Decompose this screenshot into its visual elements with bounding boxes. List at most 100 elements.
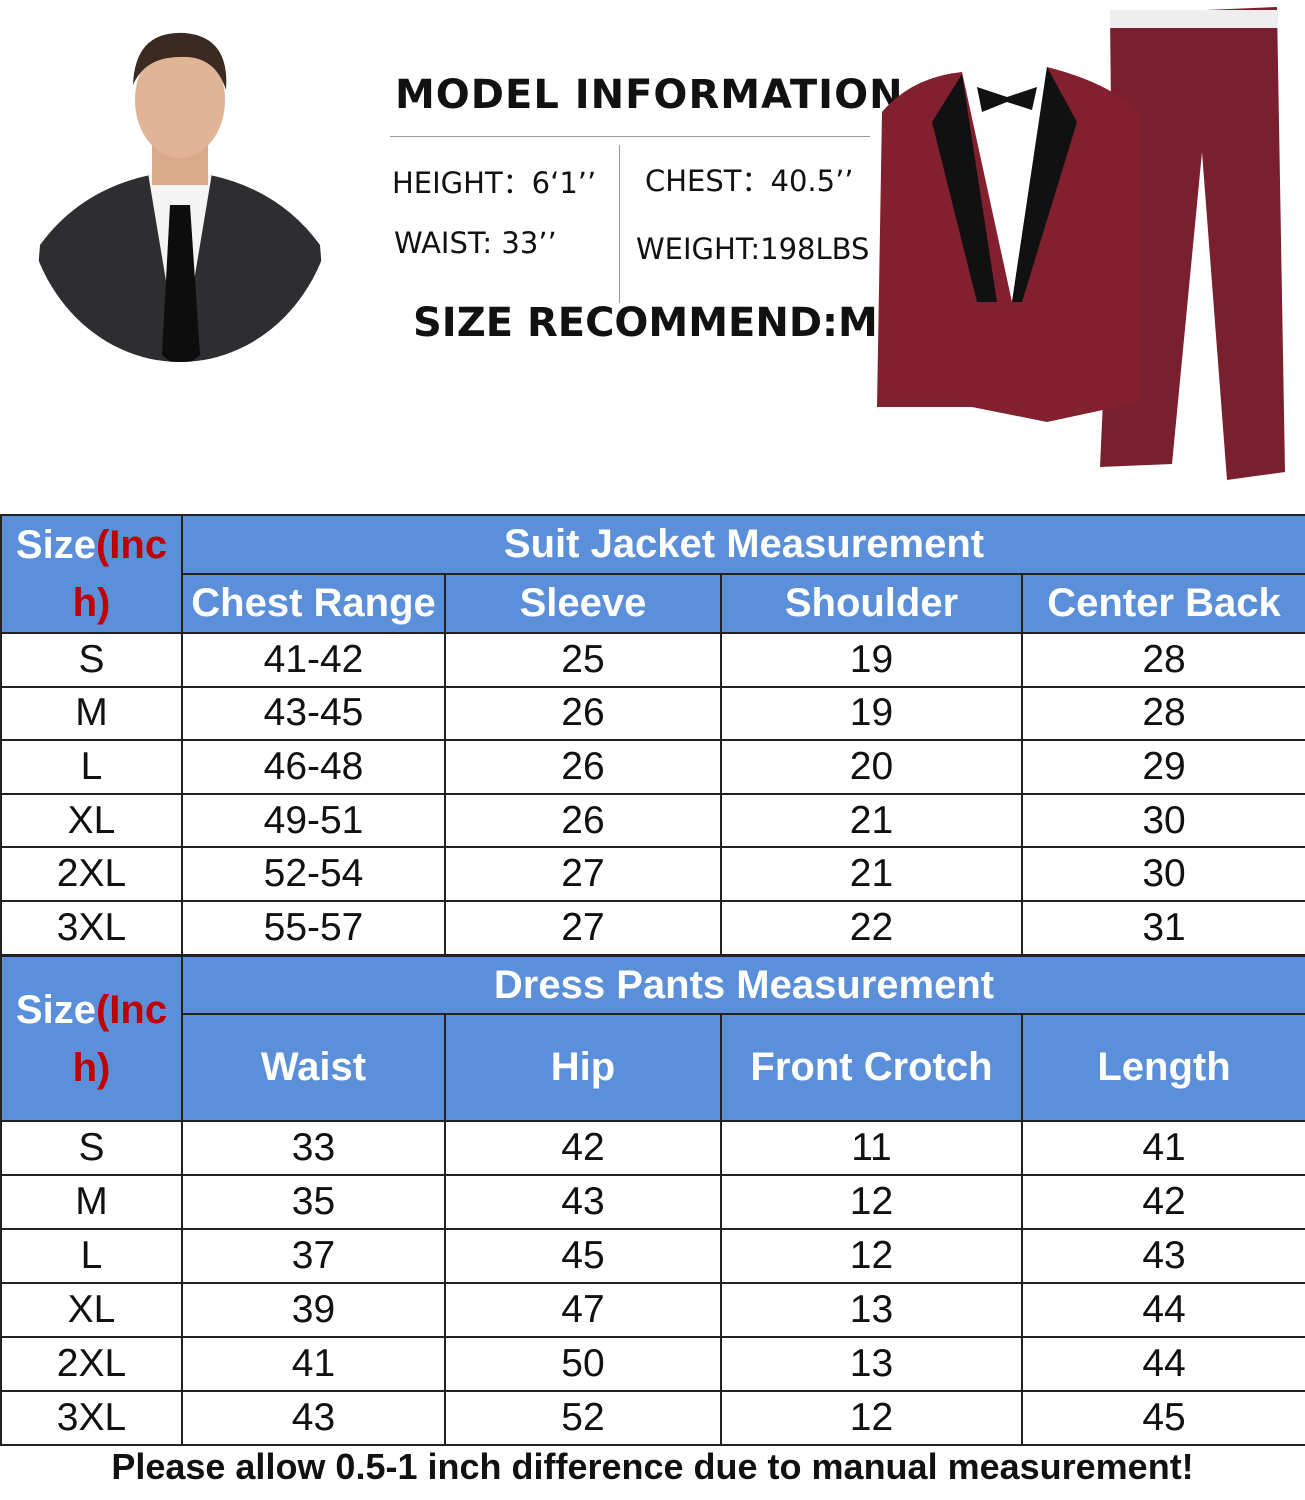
weight: WEIGHT:198LBS — [636, 232, 870, 266]
cell: 2XL — [0, 1336, 183, 1392]
cell: 28 — [1020, 685, 1305, 742]
cell: 3XL — [0, 899, 183, 956]
data-row: XL 39 47 13 44 — [0, 1282, 1305, 1338]
cell: 26 — [444, 685, 722, 742]
data-row: 2XL 52-54 27 21 30 — [0, 846, 1305, 902]
cell: 30 — [1020, 792, 1305, 849]
data-row: S 41-42 25 19 28 — [0, 632, 1305, 688]
cell: 50 — [444, 1336, 722, 1392]
cell: 30 — [1020, 846, 1305, 902]
cell: 12 — [720, 1174, 1023, 1230]
cell: 21 — [720, 792, 1023, 849]
cell: L — [0, 1228, 183, 1284]
cell: 27 — [444, 899, 722, 956]
footer-note: Please allow 0.5-1 inch difference due t… — [111, 1446, 1194, 1487]
info-title: MODEL INFORMATION — [395, 72, 904, 118]
suit-photo — [877, 7, 1285, 480]
cell: 2XL — [0, 846, 183, 902]
cell: 41 — [1020, 1120, 1305, 1176]
column-header: Length — [1020, 1013, 1305, 1122]
cell: XL — [0, 792, 183, 849]
cell: 11 — [720, 1120, 1023, 1176]
cell: 41-42 — [181, 632, 446, 688]
cell: 43 — [181, 1390, 446, 1446]
column-header: Front Crotch — [720, 1013, 1023, 1122]
chest: CHEST：40.5’’ — [645, 164, 854, 198]
data-row: S 33 42 11 41 — [0, 1120, 1305, 1176]
cell: 37 — [181, 1228, 446, 1284]
cell: 31 — [1020, 899, 1305, 956]
header-row: Chest Range Sleeve Shoulder Center Back — [1, 573, 1305, 634]
cell: M — [0, 1174, 183, 1230]
cell: 33 — [181, 1120, 446, 1176]
cell: 55-57 — [181, 899, 446, 956]
data-row: L 46-48 26 20 29 — [0, 739, 1305, 795]
size-header: Size(Inch) — [0, 514, 183, 634]
data-row: M 35 43 12 42 — [0, 1174, 1305, 1230]
cell: 47 — [444, 1282, 722, 1338]
model-photo — [25, 18, 335, 362]
size-label: Size — [15, 523, 96, 567]
size-unit: (Inch) — [72, 523, 168, 625]
cell: 13 — [720, 1336, 1023, 1392]
cell: 42 — [1020, 1174, 1305, 1230]
size-unit: (Inch) — [72, 987, 168, 1090]
cell: 19 — [720, 632, 1023, 688]
size-label: Size — [15, 987, 96, 1032]
cell: 43 — [444, 1174, 722, 1230]
cell: 26 — [444, 792, 722, 849]
height: HEIGHT：6‘1’’ — [392, 166, 597, 200]
column-header: Chest Range — [181, 573, 446, 634]
cell: 46-48 — [181, 739, 446, 795]
jacket-table: Size(Inch) Suit Jacket Measurement Chest R… — [0, 514, 1305, 956]
table-title: Dress Pants Measurement — [180, 955, 1305, 1015]
cell: S — [0, 1120, 183, 1176]
cell: 43 — [1020, 1228, 1305, 1284]
cell: 21 — [720, 846, 1023, 902]
cell: 41 — [181, 1336, 446, 1392]
cell: 12 — [720, 1390, 1023, 1446]
column-header: Sleeve — [444, 573, 722, 634]
cell: 19 — [720, 685, 1023, 742]
cell: 44 — [1020, 1336, 1305, 1392]
header-row: Waist Hip Front Crotch Length — [1, 1013, 1305, 1122]
data-row: 3XL 43 52 12 45 — [0, 1390, 1305, 1446]
pants-table: Size(Inch) Dress Pants Measurement Waist Hi… — [0, 955, 1305, 1446]
cell: 13 — [720, 1282, 1023, 1338]
cell: 28 — [1020, 632, 1305, 688]
cell: 22 — [720, 899, 1023, 956]
cell: 52-54 — [181, 846, 446, 902]
cell: 29 — [1020, 739, 1305, 795]
cell: XL — [0, 1282, 183, 1338]
cell: L — [0, 739, 183, 795]
cell: 45 — [444, 1228, 722, 1284]
cell: 49-51 — [181, 792, 446, 849]
cell: 35 — [181, 1174, 446, 1230]
table-title: Suit Jacket Measurement — [180, 514, 1305, 575]
divider — [619, 145, 620, 303]
cell: 39 — [181, 1282, 446, 1338]
cell: 45 — [1020, 1390, 1305, 1446]
cell: 27 — [444, 846, 722, 902]
column-header: Hip — [444, 1013, 722, 1122]
divider — [390, 136, 870, 137]
column-header: Shoulder — [720, 573, 1023, 634]
waist: WAIST: 33’’ — [394, 226, 557, 260]
data-row: XL 49-51 26 21 30 — [0, 792, 1305, 849]
title-row: Size(Inch) Suit Jacket Measurement — [0, 514, 1305, 634]
recommend: SIZE RECOMMEND:M — [413, 300, 878, 346]
column-header: Center Back — [1020, 573, 1305, 634]
cell: S — [0, 632, 183, 688]
cell: 26 — [444, 739, 722, 795]
column-header: Waist — [181, 1013, 446, 1122]
cell: 3XL — [0, 1390, 183, 1446]
cell: 25 — [444, 632, 722, 688]
cell: M — [0, 685, 183, 742]
data-row: M 43-45 26 19 28 — [0, 685, 1305, 742]
cell: 44 — [1020, 1282, 1305, 1338]
data-row: 3XL 55-57 27 22 31 — [0, 899, 1305, 956]
size-header: Size(Inch) — [0, 955, 183, 1122]
cell: 43-45 — [181, 685, 446, 742]
data-row: 2XL 41 50 13 44 — [0, 1336, 1305, 1392]
